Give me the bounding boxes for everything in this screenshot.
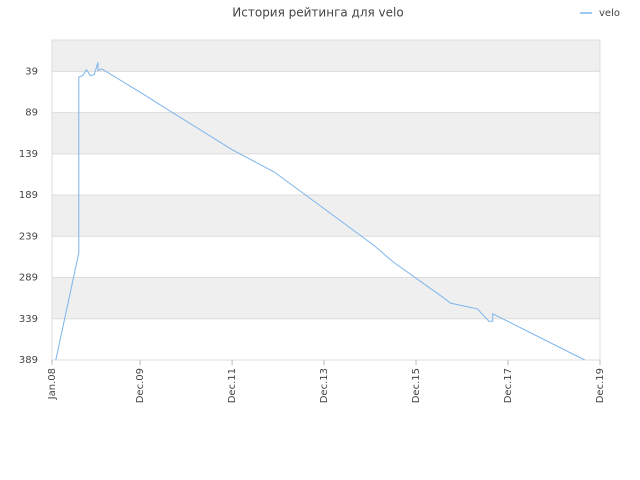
- chart-title: История рейтинга для velo: [232, 6, 403, 20]
- x-tick-label: Dec.11: [227, 368, 238, 403]
- x-tick-label: Jan.08: [47, 368, 58, 400]
- plot-band: [52, 40, 600, 72]
- y-tick-label: 189: [19, 190, 38, 201]
- y-tick-label: 339: [19, 314, 38, 325]
- x-tick-label: Dec.17: [503, 368, 514, 403]
- x-tick-label: Dec.13: [319, 368, 330, 403]
- y-tick-label: 239: [19, 231, 38, 242]
- data-line: [55, 62, 585, 361]
- plot-band: [52, 195, 600, 237]
- legend-label: velo: [599, 8, 620, 19]
- y-tick-label: 139: [19, 149, 38, 160]
- x-tick-label: Dec.19: [595, 368, 606, 403]
- plot-band: [52, 277, 600, 319]
- x-tick-label: Dec.15: [411, 368, 422, 403]
- y-tick-label: 389: [19, 355, 38, 366]
- x-tick-label: Dec.09: [135, 368, 146, 403]
- y-tick-label: 89: [25, 108, 38, 119]
- plot-band: [52, 112, 600, 154]
- y-tick-label: 39: [25, 66, 38, 77]
- y-tick-label: 289: [19, 273, 38, 284]
